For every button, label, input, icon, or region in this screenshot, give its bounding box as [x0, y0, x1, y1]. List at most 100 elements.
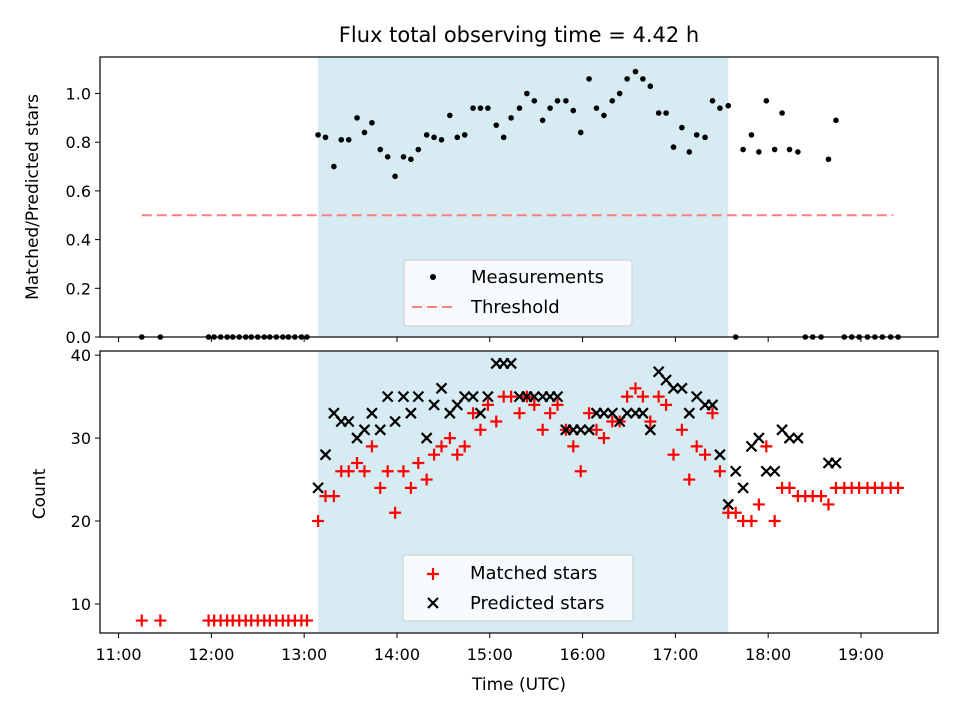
measurement-point	[531, 98, 538, 104]
measurement-point	[693, 132, 700, 138]
measurement-point	[431, 134, 437, 141]
predicted-star-point	[551, 390, 564, 403]
predicted-star-point	[374, 424, 387, 436]
predicted-star-point	[783, 432, 796, 444]
matched-star-point	[583, 407, 596, 420]
predicted-star-point	[528, 390, 541, 403]
predicted-star-point	[505, 357, 517, 370]
predicted-star-point	[397, 390, 410, 403]
predicted-star-point	[342, 415, 355, 428]
predicted-star-point	[389, 415, 401, 428]
matched-star-point	[783, 481, 796, 494]
measurement-point	[547, 105, 553, 111]
bottom-legend: Matched stars Predicted stars	[402, 554, 634, 622]
predicted-star-point	[830, 457, 842, 469]
measurement-point	[516, 105, 523, 111]
predicted-star-point	[621, 407, 633, 419]
measurement-point	[725, 102, 732, 109]
measurement-point	[354, 115, 360, 121]
measurement-point	[570, 107, 577, 114]
predicted-star-point	[319, 448, 332, 461]
matched-star-point	[528, 398, 541, 411]
predicted-star-point	[683, 407, 696, 419]
bottom-axes-frame	[99, 350, 939, 634]
measurement-point	[485, 105, 491, 111]
predicted-star-point	[706, 399, 719, 411]
predicted-star-point	[644, 424, 657, 436]
predicted-star-point	[366, 407, 378, 419]
legend-label-matched: Matched stars	[470, 563, 597, 584]
x-tick-label: 17:00	[652, 645, 698, 664]
measurement-point	[470, 105, 476, 111]
measurement-point	[500, 134, 507, 141]
x-tick-label: 15:00	[467, 645, 513, 664]
matched-star-point	[435, 440, 448, 453]
measurement-point	[423, 132, 430, 138]
top-y-axis-label: Matched/Predicted stars	[23, 94, 43, 300]
measurement-point	[609, 98, 616, 104]
matched-star-point	[513, 407, 526, 420]
matched-star-point	[822, 498, 835, 511]
predicted-star-point	[420, 432, 433, 444]
bottom-y-tick-label: 40	[71, 346, 91, 365]
predicted-star-point	[435, 382, 448, 395]
x-tick-label: 18:00	[745, 645, 791, 664]
matched-star-point	[300, 614, 313, 627]
predicted-star-point	[729, 465, 742, 478]
predicted-star-point	[474, 407, 487, 419]
matched-star-point	[443, 432, 456, 445]
measurement-point	[461, 132, 468, 138]
matched-star-point	[768, 515, 781, 528]
matched-star-point	[327, 490, 340, 503]
predicted-star-point	[574, 424, 587, 436]
bottom-y-tick-label: 30	[71, 429, 91, 448]
matched-star-point	[683, 473, 696, 486]
matched-star-point	[536, 423, 549, 436]
matched-star-point	[629, 382, 642, 395]
matched-star-point	[481, 398, 494, 411]
matched-star-point	[652, 390, 665, 403]
predicted-star-point	[412, 390, 425, 403]
measurement-point	[686, 149, 693, 155]
x-tick-label: 14:00	[374, 645, 420, 664]
predicted-star-point	[768, 465, 781, 478]
predicted-star-point	[467, 390, 479, 403]
matched-star-point	[358, 465, 371, 478]
matched-star-point	[428, 448, 441, 461]
x-tick-label: 19:00	[838, 645, 884, 664]
x-tick-label: 11:00	[96, 645, 142, 664]
measurement-point	[586, 76, 592, 82]
legend-marker-measurements	[430, 274, 436, 280]
measurement-point	[740, 146, 746, 153]
measurement-point	[361, 129, 368, 136]
measurement-point	[825, 156, 832, 163]
matched-star-point	[567, 440, 580, 453]
predicted-star-point	[583, 424, 595, 436]
matched-star-point	[660, 398, 673, 411]
matched-star-point	[815, 490, 828, 503]
matched-star-point	[752, 498, 765, 511]
measurement-point	[632, 68, 639, 75]
bottom-y-tick-label: 10	[71, 595, 91, 614]
matched-star-point	[474, 423, 487, 436]
measurement-point	[524, 90, 530, 97]
matched-star-point	[760, 440, 773, 453]
x-axis-label: Time (UTC)	[471, 675, 566, 695]
measurement-point	[563, 98, 569, 104]
measurement-point	[508, 115, 514, 121]
measurement-point	[438, 136, 445, 143]
measurement-point	[539, 117, 546, 124]
matched-star-point	[389, 506, 402, 519]
legend-label-predicted: Predicted stars	[470, 593, 604, 614]
measurement-point	[384, 154, 391, 160]
matched-star-point	[597, 432, 610, 445]
matched-star-point	[690, 440, 703, 453]
measurement-point	[400, 154, 407, 160]
matched-star-point	[374, 481, 387, 494]
matched-star-point	[458, 440, 471, 453]
measurement-point	[315, 132, 321, 138]
matched-star-point	[574, 465, 587, 478]
measurement-point	[447, 112, 453, 119]
predicted-star-point	[760, 465, 773, 478]
